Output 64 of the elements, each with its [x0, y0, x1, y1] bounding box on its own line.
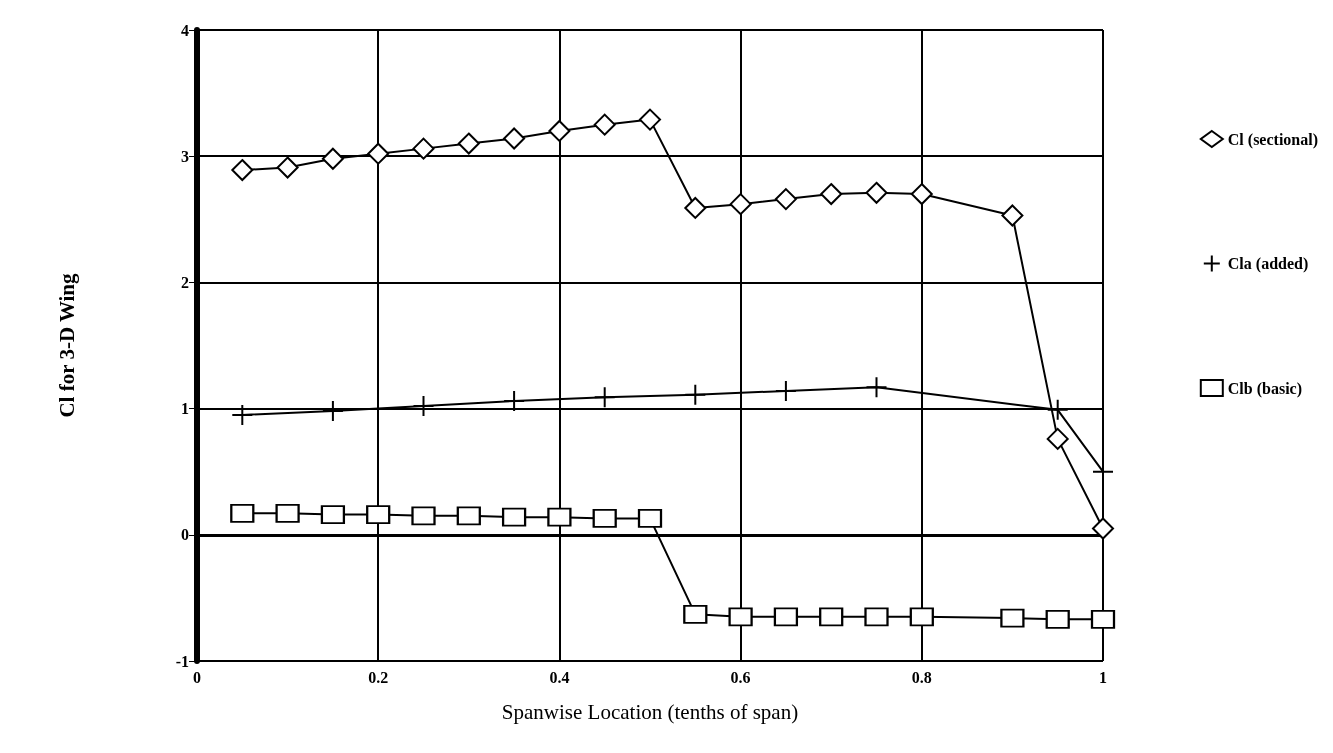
point: [366, 505, 391, 525]
point: [683, 604, 708, 624]
point: [864, 607, 889, 627]
y-tick-label: 1: [181, 400, 189, 418]
point: [728, 607, 753, 627]
point: [231, 159, 254, 182]
x-tick-label: 0: [193, 668, 201, 686]
point: [412, 395, 435, 418]
point: [1091, 609, 1115, 629]
x-tick-label: 0.2: [368, 668, 389, 686]
point: [321, 400, 344, 423]
y-tick-label: 2: [181, 273, 189, 291]
legend-label: Clb (basic): [1227, 379, 1303, 398]
legend-label: Cl (sectional): [1227, 130, 1318, 149]
point: [820, 183, 843, 206]
point: [638, 508, 662, 528]
point: [593, 386, 616, 409]
point: [639, 108, 661, 131]
x-tick-label: 0.4: [549, 668, 570, 686]
point: [1046, 427, 1069, 450]
x-tick-label: 1: [1099, 668, 1107, 686]
x-axis-title: Spanwise Location (tenths of span): [501, 699, 799, 724]
point: [865, 376, 888, 399]
point: [503, 390, 526, 413]
point: [774, 379, 797, 402]
point: [729, 193, 752, 216]
x-tick-label: 0.6: [730, 668, 751, 686]
y-axis-title: Cl for 3-D Wing: [54, 272, 79, 418]
point: [276, 156, 299, 179]
point: [548, 119, 571, 142]
point: [231, 403, 254, 426]
point: [592, 508, 617, 528]
point: [865, 181, 888, 204]
y-tick-label: -1: [175, 652, 189, 670]
point: [819, 607, 844, 627]
point: [773, 607, 798, 627]
point: [1045, 609, 1070, 629]
point: [1001, 204, 1024, 227]
point: [1000, 608, 1025, 628]
point: [774, 188, 797, 211]
point: [367, 142, 390, 165]
point: [909, 607, 934, 627]
point: [593, 113, 616, 136]
y-tick-label: 3: [181, 147, 189, 165]
point: [502, 507, 527, 527]
y-tick-label: 4: [181, 21, 189, 39]
point: [684, 383, 707, 406]
point: [547, 507, 572, 527]
point: [456, 506, 481, 526]
point: [910, 183, 933, 206]
y-tick-label: 0: [181, 526, 189, 544]
point: [230, 503, 255, 523]
point: [503, 127, 526, 150]
legend-label: Cla (added): [1227, 255, 1309, 273]
point: [320, 505, 345, 525]
point: [412, 137, 435, 160]
x-tick-label: 0.8: [911, 668, 932, 686]
point: [411, 506, 436, 526]
point: [1046, 398, 1069, 421]
point: [275, 503, 300, 523]
point: [1092, 517, 1114, 540]
point: [321, 147, 344, 170]
point: [684, 196, 707, 219]
point: [457, 132, 480, 155]
